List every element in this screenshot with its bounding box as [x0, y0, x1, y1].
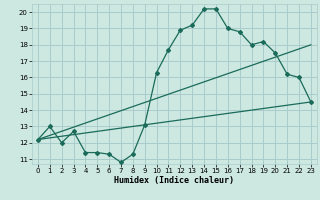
X-axis label: Humidex (Indice chaleur): Humidex (Indice chaleur) — [115, 176, 234, 185]
